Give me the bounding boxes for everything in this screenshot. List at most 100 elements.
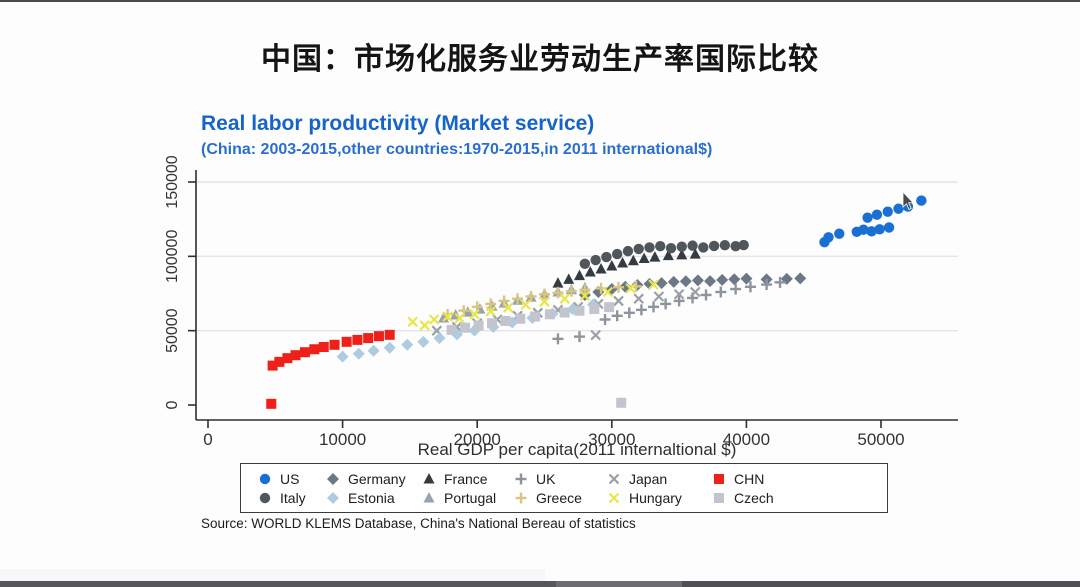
slide-title: 中国：市场化服务业劳动生产率国际比较 — [261, 43, 819, 76]
data-point-germany — [631, 279, 644, 292]
data-point-czech — [500, 316, 511, 327]
data-point-chn — [352, 334, 363, 345]
data-point-japan — [613, 295, 624, 307]
data-point-italy — [738, 239, 749, 251]
data-point-italy — [601, 251, 612, 263]
diamond-marker-icon — [327, 473, 339, 485]
data-point-uk — [761, 279, 773, 291]
data-point-germany — [655, 277, 668, 290]
data-point-estonia — [383, 341, 396, 354]
data-point-greece — [512, 293, 524, 305]
data-point-italy — [719, 239, 731, 251]
plus-marker-icon — [515, 473, 527, 485]
series-france — [552, 248, 701, 288]
data-point-chn — [318, 342, 329, 353]
data-point-chn — [363, 333, 374, 344]
legend-label: CHN — [734, 471, 765, 487]
data-point-japan — [653, 291, 665, 302]
data-point-uk — [552, 333, 564, 345]
data-point-estonia — [401, 338, 414, 351]
x-marker-icon — [608, 473, 620, 485]
data-point-italy — [676, 241, 687, 252]
data-point-hungary — [559, 293, 570, 304]
data-point-france — [552, 277, 564, 288]
x-tick-label: 30000 — [588, 430, 635, 449]
data-point-hungary — [407, 316, 418, 328]
data-point-italy — [622, 245, 634, 257]
legend-label: Hungary — [629, 490, 682, 506]
x-tick-label: 10000 — [319, 430, 366, 449]
data-point-hungary — [454, 312, 465, 324]
y-tick-label: 0 — [164, 400, 181, 409]
data-point-greece — [552, 287, 564, 299]
data-point-france — [573, 269, 585, 281]
data-point-italy — [579, 258, 591, 269]
series-hungary — [407, 279, 659, 331]
data-point-czech — [487, 318, 498, 329]
data-point-france — [606, 259, 618, 271]
data-point-italy — [730, 241, 741, 252]
data-point-us — [916, 195, 927, 206]
data-point-chn — [309, 344, 320, 355]
circle-marker-icon — [259, 473, 271, 485]
legend-label: UK — [536, 471, 556, 487]
legend-label: US — [280, 471, 300, 487]
bottom-bar-right — [682, 581, 1080, 587]
series-chn — [266, 329, 395, 409]
legend-label: Greece — [536, 490, 582, 506]
data-point-hungary — [485, 306, 496, 317]
data-point-japan — [673, 288, 685, 300]
data-point-hungary — [502, 302, 514, 313]
data-point-hungary — [648, 279, 659, 290]
square-marker-icon — [714, 474, 724, 484]
data-point-uk — [774, 276, 786, 288]
legend-label: Italy — [280, 490, 306, 506]
x-tick-label: 20000 — [454, 430, 501, 449]
data-point-portugal — [438, 312, 450, 323]
data-point-uk — [660, 298, 672, 310]
data-point-chn — [290, 350, 301, 361]
data-point-uk — [715, 286, 727, 298]
data-point-hungary — [442, 311, 453, 322]
data-point-italy — [698, 242, 709, 253]
legend-item-greece: Greece — [513, 489, 582, 507]
data-point-germany — [667, 275, 680, 288]
data-point-germany — [704, 275, 717, 288]
legend-item-estonia: Estonia — [325, 489, 395, 507]
data-point-czech — [574, 305, 585, 316]
data-point-czech — [530, 311, 541, 322]
source-note: Source: WORLD KLEMS Database, China's Na… — [201, 516, 636, 531]
legend-label: Germany — [348, 471, 406, 487]
bottom-light-strip — [0, 569, 545, 581]
data-point-hungary — [625, 283, 636, 294]
data-point-italy — [590, 254, 601, 266]
data-point-czech — [559, 307, 570, 318]
data-point-france — [662, 249, 674, 261]
data-point-estonia — [417, 335, 430, 348]
data-point-france — [676, 248, 688, 260]
data-point-czech — [460, 322, 471, 333]
data-point-uk — [599, 314, 611, 326]
data-point-germany — [794, 272, 807, 285]
x-marker-icon — [608, 492, 620, 504]
data-point-germany — [716, 273, 729, 286]
legend-item-portugal: Portugal — [421, 489, 496, 507]
legend-item-us: US — [257, 470, 299, 488]
data-point-japan — [633, 293, 644, 304]
bottom-bar-middle — [556, 581, 682, 587]
legend-item-japan: Japan — [606, 470, 667, 488]
data-point-italy — [633, 243, 644, 255]
data-point-czech — [544, 309, 555, 320]
square-marker-icon — [714, 493, 724, 503]
data-point-czech — [616, 397, 627, 408]
chart-subtitle: (China: 2003-2015,other countries:1970-2… — [201, 141, 713, 158]
series-greece — [442, 280, 642, 320]
data-point-czech — [589, 303, 600, 314]
data-point-us — [834, 228, 845, 239]
data-point-uk — [648, 301, 660, 313]
data-point-uk — [623, 307, 635, 319]
data-point-uk — [611, 310, 623, 322]
data-point-estonia — [336, 350, 349, 363]
data-point-germany — [691, 274, 704, 287]
